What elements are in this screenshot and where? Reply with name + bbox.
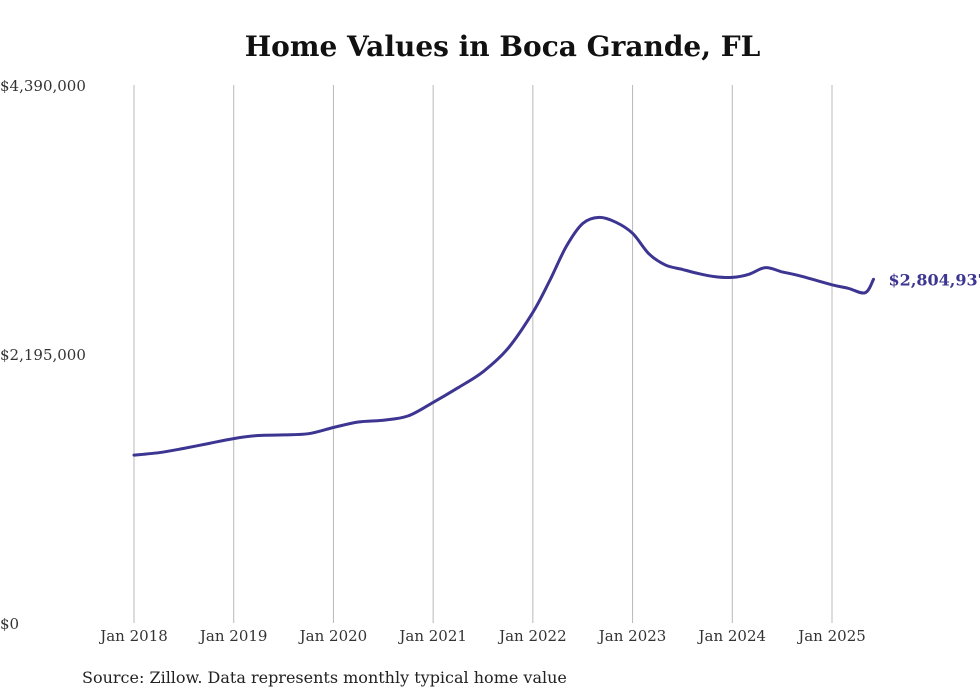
x-tick-label: Jan 2023	[597, 627, 667, 645]
y-tick-label: $2,195,000	[0, 346, 86, 364]
x-axis-ticks: Jan 2018 Jan 2019 Jan 2020 Jan 2021 Jan 2022…	[98, 627, 866, 645]
source-note: Source: Zillow. Data represents monthly …	[82, 668, 567, 687]
x-tick-label: Jan 2022	[497, 627, 567, 645]
x-tick-label: Jan 2024	[697, 627, 767, 645]
x-tick-label: Jan 2020	[298, 627, 368, 645]
x-tick-label: Jan 2025	[796, 627, 866, 645]
x-tick-label: Jan 2018	[98, 627, 168, 645]
y-axis-ticks: $0 $2,195,000 $4,390,000	[0, 77, 86, 633]
end-value-label: $2,804,937	[889, 270, 980, 289]
x-tick-label: Jan 2019	[198, 627, 268, 645]
y-tick-label: $0	[0, 615, 19, 633]
grid-layer	[133, 85, 833, 623]
chart-title: Home Values in Boca Grande, FL	[244, 30, 761, 63]
y-tick-label: $4,390,000	[0, 77, 86, 95]
x-tick-label: Jan 2021	[397, 627, 467, 645]
series-line	[132, 215, 875, 457]
